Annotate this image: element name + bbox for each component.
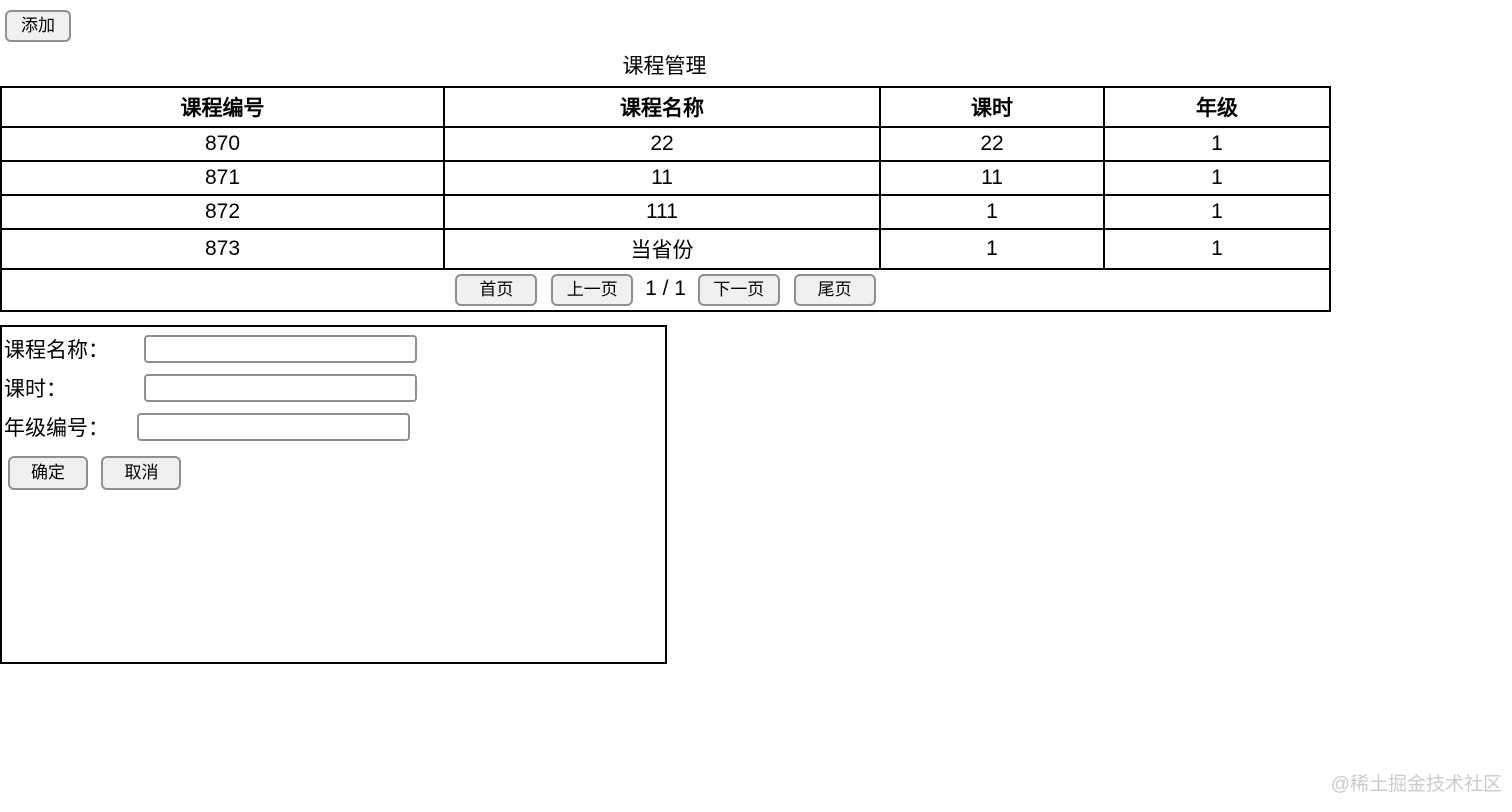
table-header-row: 课程编号 课程名称 课时 年级 — [0, 86, 1331, 128]
table-cell: 111 — [443, 194, 881, 230]
table-cell: 1 — [879, 228, 1105, 270]
prev-page-button[interactable]: 上一页 — [551, 274, 634, 307]
page-indicator: 1 / 1 — [645, 277, 686, 301]
page-title: 课程管理 — [622, 55, 707, 78]
table-row: 873 当省份 1 1 — [0, 228, 1331, 270]
table-cell: 873 — [0, 228, 445, 270]
hours-field-row: 课时： — [4, 373, 661, 403]
table-row: 871 11 11 1 — [0, 160, 1331, 196]
grade-label: 年级编号： — [4, 417, 109, 441]
confirm-button[interactable]: 确定 — [8, 456, 88, 491]
table-cell: 871 — [0, 160, 445, 196]
table-cell: 1 — [1103, 126, 1331, 162]
header-grade: 年级 — [1103, 86, 1331, 128]
form-actions: 确定 取消 — [4, 456, 661, 491]
table-cell: 11 — [443, 160, 881, 196]
table-cell: 870 — [0, 126, 445, 162]
pagination-cell: 首页 上一页 1 / 1 下一页 尾页 — [0, 267, 1331, 313]
table-cell: 1 — [1103, 228, 1331, 270]
hours-label: 课时： — [4, 378, 67, 402]
table-cell: 22 — [443, 126, 881, 162]
last-page-button[interactable]: 尾页 — [793, 274, 876, 307]
next-page-button[interactable]: 下一页 — [697, 274, 780, 307]
hours-input[interactable] — [144, 374, 417, 403]
course-name-input[interactable] — [144, 335, 417, 364]
table-cell: 22 — [879, 126, 1105, 162]
table-cell: 872 — [0, 194, 445, 230]
grade-input[interactable] — [137, 413, 410, 442]
grade-field-row: 年级编号： — [4, 412, 661, 442]
cancel-button[interactable]: 取消 — [101, 456, 182, 491]
table-cell: 当省份 — [443, 228, 881, 270]
table-cell: 11 — [879, 160, 1105, 196]
add-button[interactable]: 添加 — [5, 10, 71, 43]
table-cell: 1 — [879, 194, 1105, 230]
course-management-section: 课程管理 课程编号 课程名称 课时 年级 870 22 22 1 871 11 11 1 872… — [0, 50, 1331, 313]
toolbar: 添加 — [0, 0, 1512, 43]
first-page-button[interactable]: 首页 — [455, 274, 538, 307]
table-cell: 1 — [1103, 160, 1331, 196]
course-name-label: 课程名称： — [4, 339, 109, 363]
header-hours: 课时 — [879, 86, 1105, 128]
header-course-name: 课程名称 — [443, 86, 881, 128]
course-form: 课程名称： 课时： 年级编号： 确定 取消 — [0, 325, 667, 665]
watermark: @稀土掘金技术社区 — [1330, 774, 1502, 795]
pagination-row: 首页 上一页 1 / 1 下一页 尾页 — [0, 267, 1331, 313]
courses-table: 课程编号 课程名称 课时 年级 870 22 22 1 871 11 11 1 872 111 1 1… — [0, 86, 1331, 313]
table-cell: 1 — [1103, 194, 1331, 230]
table-row: 872 111 1 1 — [0, 194, 1331, 230]
table-row: 870 22 22 1 — [0, 126, 1331, 162]
course-name-field-row: 课程名称： — [4, 334, 661, 364]
header-course-id: 课程编号 — [0, 86, 445, 128]
